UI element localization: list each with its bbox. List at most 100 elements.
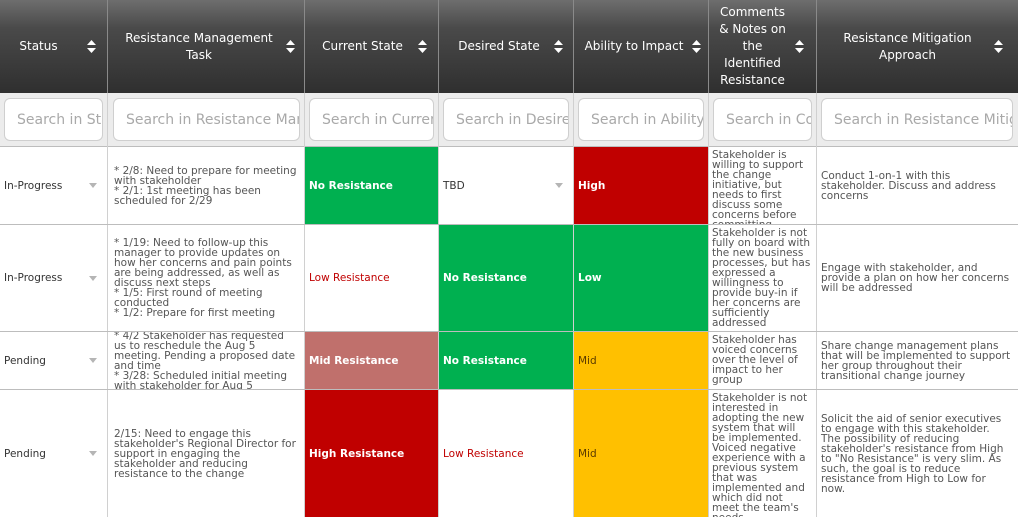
ability-cell[interactable]: High: [574, 147, 709, 224]
table-row: In-Progress * 1/19: Need to follow-up th…: [0, 225, 1018, 332]
desired-state-cell[interactable]: No Resistance: [439, 332, 574, 389]
mitigation-cell[interactable]: Share change management plans that will …: [817, 332, 1018, 389]
mitigation-text: Engage with stakeholder, and provide a p…: [821, 262, 1010, 294]
ability-cell[interactable]: Low: [574, 225, 709, 331]
desired-state-cell[interactable]: No Resistance: [439, 225, 574, 331]
search-input-desired-state[interactable]: [443, 98, 569, 141]
ability-value: Low: [578, 272, 602, 284]
comments-text: Stakeholder is willing to support the ch…: [712, 149, 804, 224]
desired-state-cell[interactable]: TBD: [439, 147, 574, 224]
column-header-label: Resistance Management Task: [125, 30, 273, 62]
status-value: Pending: [4, 447, 46, 460]
status-value: Pending: [4, 354, 46, 367]
current-state-cell[interactable]: Low Resistance: [305, 225, 439, 331]
search-input-mitigation[interactable]: [821, 98, 1013, 141]
search-input-current-state[interactable]: [309, 98, 434, 141]
column-header-status[interactable]: Status: [0, 0, 108, 93]
search-input-ability[interactable]: [578, 98, 704, 141]
mitigation-cell[interactable]: Conduct 1-on-1 with this stakeholder. Di…: [817, 147, 1018, 224]
chevron-down-icon[interactable]: [89, 451, 97, 456]
sort-icon[interactable]: [795, 40, 804, 53]
current-state-value: High Resistance: [309, 447, 405, 460]
sort-icon[interactable]: [692, 40, 701, 53]
current-state-value: Low Resistance: [309, 272, 390, 284]
sort-icon[interactable]: [418, 40, 427, 53]
task-cell[interactable]: * 1/19: Need to follow-up this manager t…: [108, 225, 305, 331]
column-header-comments[interactable]: Comments & Notes on the Identified Resis…: [709, 0, 817, 93]
ability-cell[interactable]: Mid: [574, 390, 709, 517]
comments-text: Stakeholder is not interested in adoptin…: [712, 392, 808, 517]
task-cell[interactable]: * 2/8: Need to prepare for meeting with …: [108, 147, 305, 224]
current-state-value: Mid Resistance: [309, 354, 399, 367]
task-text: * 1/19: Need to follow-up this manager t…: [114, 237, 292, 319]
ability-value: Mid: [578, 354, 597, 367]
mitigation-cell[interactable]: Solicit the aid of senior executives to …: [817, 390, 1018, 517]
current-state-cell[interactable]: No Resistance: [305, 147, 439, 224]
chevron-down-icon[interactable]: [89, 183, 97, 188]
desired-state-value: No Resistance: [443, 272, 527, 284]
ability-value: High: [578, 179, 606, 192]
sort-icon[interactable]: [87, 40, 96, 53]
comments-cell[interactable]: Stakeholder has voiced concerns over the…: [709, 332, 817, 389]
sort-icon[interactable]: [554, 40, 563, 53]
mitigation-text: Share change management plans that will …: [821, 339, 1011, 382]
search-cell: [574, 93, 709, 147]
task-text: * 2/8: Need to prepare for meeting with …: [114, 164, 297, 207]
column-header-label: Desired State: [458, 39, 540, 53]
comments-text: Stakeholder has voiced concerns over the…: [712, 334, 798, 386]
column-header-mitigation[interactable]: Resistance Mitigation Approach: [817, 0, 1018, 93]
search-cell: [305, 93, 439, 147]
column-header-label: Current State: [322, 39, 403, 53]
desired-state-value: Low Resistance: [443, 447, 524, 460]
table-row: Pending * 4/2 Stakeholder has requested …: [0, 332, 1018, 390]
comments-cell[interactable]: Stakeholder is not fully on board with t…: [709, 225, 817, 331]
status-cell[interactable]: In-Progress: [0, 147, 108, 224]
current-state-cell[interactable]: Mid Resistance: [305, 332, 439, 389]
chevron-down-icon[interactable]: [89, 275, 97, 281]
sort-icon[interactable]: [994, 40, 1003, 53]
task-text: 2/15: Need to engage this stakeholder's …: [114, 427, 296, 480]
table-row: In-Progress * 2/8: Need to prepare for m…: [0, 147, 1018, 225]
comments-cell[interactable]: Stakeholder is willing to support the ch…: [709, 147, 817, 224]
comments-text: Stakeholder is not fully on board with t…: [712, 227, 811, 329]
column-header-label: Status: [19, 39, 58, 53]
column-header-label: Comments & Notes on the Identified Resis…: [719, 5, 786, 87]
sort-icon[interactable]: [286, 40, 295, 53]
status-cell[interactable]: Pending: [0, 332, 108, 389]
table-row: Pending 2/15: Need to engage this stakeh…: [0, 390, 1018, 517]
chevron-down-icon[interactable]: [555, 183, 563, 188]
search-row: [0, 93, 1018, 147]
status-value: In-Progress: [4, 179, 63, 192]
search-input-status[interactable]: [4, 98, 103, 141]
column-header-label: Ability to Impact: [584, 39, 684, 53]
mitigation-cell[interactable]: Engage with stakeholder, and provide a p…: [817, 225, 1018, 331]
task-cell[interactable]: 2/15: Need to engage this stakeholder's …: [108, 390, 305, 517]
mitigation-text: Conduct 1-on-1 with this stakeholder. Di…: [821, 169, 996, 202]
current-state-cell[interactable]: High Resistance: [305, 390, 439, 517]
ability-cell[interactable]: Mid: [574, 332, 709, 389]
search-input-comments[interactable]: [713, 98, 812, 141]
search-cell: [108, 93, 305, 147]
task-cell[interactable]: * 4/2 Stakeholder has requested us to re…: [108, 332, 305, 389]
search-cell: [817, 93, 1018, 147]
column-header-current-state[interactable]: Current State: [305, 0, 439, 93]
chevron-down-icon[interactable]: [89, 358, 97, 363]
column-header-ability[interactable]: Ability to Impact: [574, 0, 709, 93]
header-row: Status Resistance Management Task Curren…: [0, 0, 1018, 93]
status-cell[interactable]: Pending: [0, 390, 108, 517]
column-header-label: Resistance Mitigation Approach: [843, 30, 972, 62]
comments-cell[interactable]: Stakeholder is not interested in adoptin…: [709, 390, 817, 517]
column-header-desired-state[interactable]: Desired State: [439, 0, 574, 93]
ability-value: Mid: [578, 447, 597, 460]
search-cell: [439, 93, 574, 147]
desired-state-value: No Resistance: [443, 354, 527, 367]
status-value: In-Progress: [4, 272, 63, 284]
desired-state-value: TBD: [443, 179, 465, 192]
search-cell: [709, 93, 817, 147]
desired-state-cell[interactable]: Low Resistance: [439, 390, 574, 517]
mitigation-text: Solicit the aid of senior executives to …: [821, 412, 1004, 495]
column-header-task[interactable]: Resistance Management Task: [108, 0, 305, 93]
status-cell[interactable]: In-Progress: [0, 225, 108, 331]
search-input-task[interactable]: [113, 98, 300, 141]
